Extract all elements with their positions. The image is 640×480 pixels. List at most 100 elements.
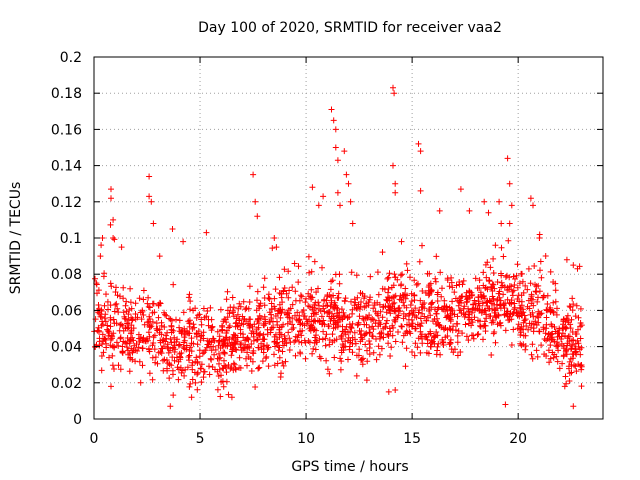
data-point — [328, 106, 335, 113]
data-point — [427, 343, 434, 350]
data-point — [564, 335, 571, 342]
data-point — [492, 339, 499, 346]
data-point — [287, 339, 294, 346]
data-point — [487, 313, 494, 320]
data-point — [278, 291, 285, 297]
data-point — [416, 258, 423, 265]
data-point — [506, 180, 513, 187]
data-point — [173, 354, 180, 361]
data-point — [460, 310, 467, 317]
data-point — [223, 378, 230, 385]
data-point — [575, 326, 581, 333]
data-point — [217, 393, 224, 400]
data-point — [120, 295, 127, 302]
data-point — [409, 349, 415, 355]
data-point — [187, 380, 194, 387]
data-point — [256, 364, 263, 371]
data-point — [149, 342, 156, 349]
data-point — [240, 334, 247, 341]
data-point — [433, 329, 440, 335]
data-point — [186, 291, 193, 298]
data-point — [386, 306, 393, 313]
data-point — [359, 361, 366, 368]
data-point — [189, 325, 196, 332]
data-point — [249, 349, 256, 356]
data-point — [266, 309, 273, 316]
data-point — [421, 300, 428, 306]
data-point — [351, 296, 358, 303]
data-point — [108, 283, 115, 290]
data-point — [528, 291, 535, 298]
data-point — [173, 316, 179, 323]
data-point — [102, 311, 109, 318]
data-point — [236, 364, 243, 371]
axis-ticks: 0 5 10 15 20 0 0.02 0.04 0.06 0.08 0.1 0.12 0.14 0.16… — [51, 50, 603, 447]
data-point — [492, 307, 498, 314]
data-point — [541, 351, 548, 358]
data-point — [104, 298, 111, 305]
data-point — [160, 336, 167, 343]
data-point — [107, 302, 114, 309]
data-point — [110, 330, 117, 337]
data-point — [111, 308, 118, 315]
data-point — [99, 235, 106, 241]
data-point — [281, 266, 288, 273]
data-point — [384, 275, 391, 282]
data-point — [434, 347, 441, 354]
data-point — [240, 298, 247, 305]
data-point — [121, 313, 128, 320]
data-point — [332, 144, 339, 151]
data-point — [169, 226, 176, 232]
data-point — [500, 302, 507, 309]
data-point — [225, 391, 232, 398]
data-point — [291, 260, 298, 267]
data-point — [216, 360, 222, 367]
data-point — [175, 376, 182, 383]
data-point — [395, 329, 401, 335]
data-point — [202, 347, 209, 354]
data-point — [390, 84, 396, 91]
data-point — [413, 281, 420, 288]
data-point — [141, 321, 148, 328]
data-point — [132, 358, 139, 365]
data-point — [505, 317, 512, 324]
data-point — [564, 312, 571, 319]
data-point — [561, 383, 568, 390]
data-point — [250, 337, 257, 344]
data-point — [341, 298, 348, 305]
data-point — [493, 313, 500, 320]
data-point — [408, 307, 415, 314]
data-point — [323, 357, 330, 364]
data-point — [494, 279, 501, 285]
data-point — [438, 293, 445, 300]
data-point — [230, 304, 237, 311]
data-point — [522, 282, 529, 289]
data-point — [323, 302, 330, 309]
data-point — [187, 344, 194, 351]
data-point — [383, 296, 390, 303]
data-point — [184, 364, 191, 371]
data-point — [514, 261, 521, 268]
data-point — [536, 310, 543, 317]
data-point — [123, 298, 130, 305]
data-point — [180, 238, 187, 245]
data-point — [124, 344, 130, 351]
data-point — [384, 331, 391, 338]
data-point — [471, 297, 478, 304]
data-point — [408, 298, 415, 305]
data-point — [205, 316, 212, 323]
data-point — [171, 357, 178, 364]
data-point — [375, 323, 382, 330]
data-point — [530, 313, 537, 320]
data-point — [391, 293, 398, 300]
data-point — [385, 340, 392, 347]
data-point — [520, 289, 527, 296]
data-point — [498, 272, 505, 279]
data-point — [195, 328, 202, 335]
data-point — [140, 287, 147, 294]
data-point — [429, 299, 436, 306]
data-point — [475, 331, 482, 337]
data-point — [170, 281, 177, 288]
data-point — [454, 332, 461, 339]
data-point — [353, 305, 360, 312]
